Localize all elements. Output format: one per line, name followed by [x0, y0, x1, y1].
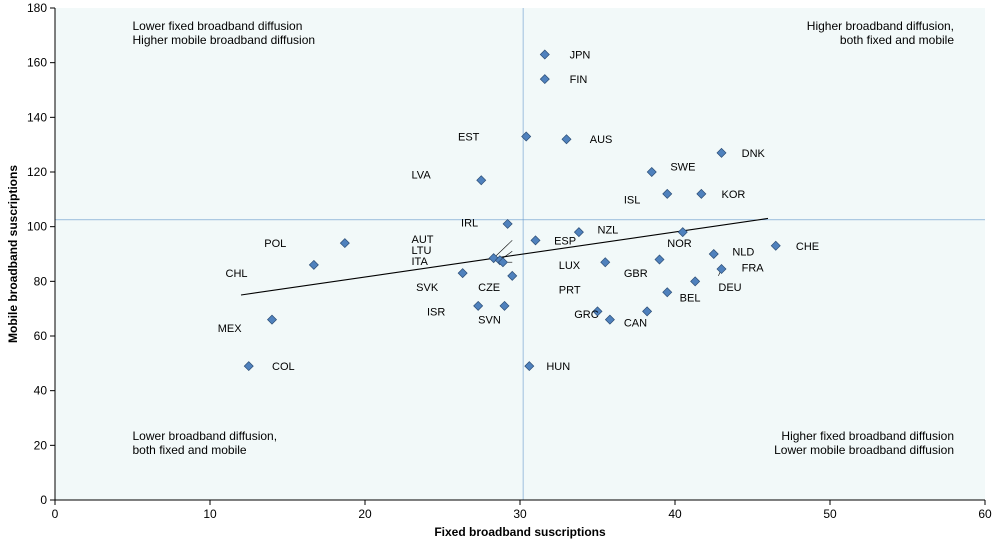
- data-point-label: NOR: [667, 238, 692, 250]
- data-point-label: ESP: [554, 235, 576, 247]
- data-point-label: HUN: [546, 361, 570, 373]
- data-point-label: CAN: [624, 317, 647, 329]
- y-tick-label: 140: [27, 110, 47, 124]
- y-tick-label: 120: [27, 165, 47, 179]
- data-point-label: DEU: [718, 282, 741, 294]
- data-point-label: ITA: [412, 256, 429, 268]
- quadrant-label: Higher fixed broadband diffusionLower mo…: [774, 429, 954, 457]
- data-point-label: JPN: [570, 49, 591, 61]
- data-point-label: ISR: [427, 306, 445, 318]
- data-point-label: BEL: [680, 293, 701, 305]
- data-point-label: EST: [458, 131, 480, 143]
- data-point-label: DNK: [742, 148, 766, 160]
- x-tick-label: 60: [978, 507, 992, 521]
- y-tick-label: 100: [27, 220, 47, 234]
- x-tick-label: 40: [668, 507, 682, 521]
- y-axis-title: Mobile broadband suscriptions: [6, 165, 20, 343]
- data-point-label: LUX: [559, 260, 581, 272]
- data-point-label: SVN: [478, 315, 501, 327]
- data-point-label: CHE: [796, 241, 819, 253]
- data-point-label: GBR: [624, 268, 648, 280]
- data-point-label: GRC: [574, 309, 599, 321]
- y-tick-label: 0: [40, 493, 47, 507]
- data-point-label: PRT: [559, 285, 581, 297]
- data-point-label: FRA: [742, 263, 765, 275]
- data-point-label: COL: [272, 361, 295, 373]
- x-tick-label: 50: [823, 507, 837, 521]
- data-point-label: NZL: [598, 224, 619, 236]
- scatter-chart: 0 10 20 30 40 50 60 0 20 40 60 80 100 120 140 160 180 Fix…: [0, 0, 1000, 543]
- y-tick-label: 160: [27, 56, 47, 70]
- data-point-label: LVA: [412, 170, 432, 182]
- data-point-label: AUT: [412, 234, 434, 246]
- data-point-label: SVK: [416, 282, 439, 294]
- data-point-label: CZE: [478, 282, 500, 294]
- data-point-label: AUS: [590, 134, 613, 146]
- y-tick-label: 60: [34, 329, 48, 343]
- data-point-label: ISL: [624, 194, 641, 206]
- data-point-label: SWE: [670, 162, 695, 174]
- quadrant-label: Lower fixed broadband diffusionHigher mo…: [133, 19, 316, 47]
- x-tick-label: 20: [358, 507, 372, 521]
- data-point-label: MEX: [218, 323, 243, 335]
- x-tick-label: 0: [52, 507, 59, 521]
- y-tick-label: 180: [27, 1, 47, 15]
- data-point-label: POL: [264, 238, 286, 250]
- data-point-label: IRL: [461, 218, 478, 230]
- data-point-label: FIN: [570, 74, 588, 86]
- data-point-label: NLD: [732, 246, 754, 258]
- data-point-label: CHL: [226, 268, 248, 280]
- data-point-label: KOR: [722, 189, 746, 201]
- x-tick-label: 30: [513, 507, 527, 521]
- y-tick-label: 40: [34, 384, 48, 398]
- y-tick-label: 80: [34, 274, 48, 288]
- y-tick-label: 20: [34, 438, 48, 452]
- x-tick-label: 10: [203, 507, 217, 521]
- x-axis-title: Fixed broadband suscriptions: [434, 525, 606, 539]
